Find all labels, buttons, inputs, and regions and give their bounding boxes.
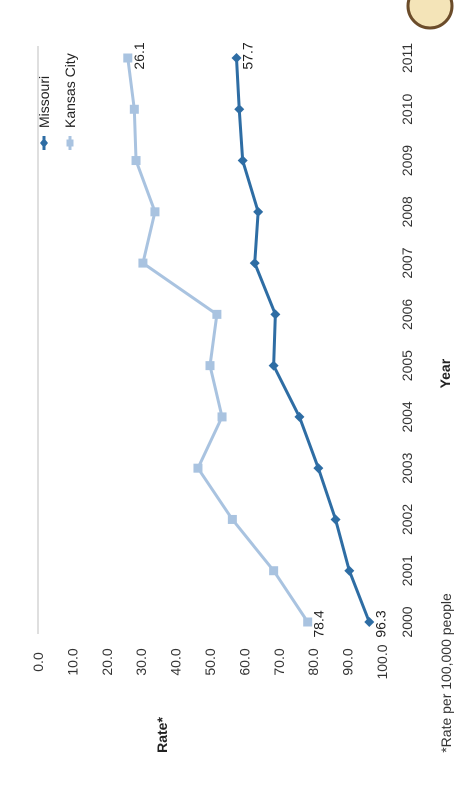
series-0-point-4	[294, 411, 305, 422]
x-tick-label-0: 2000	[399, 606, 415, 637]
x-tick-label-3: 2003	[399, 452, 415, 483]
series-1-point-1	[269, 566, 279, 576]
x-tick-label-8: 2008	[399, 196, 415, 227]
legend-label-1: Kansas City	[62, 53, 78, 128]
y-tick-label-10: 100.0	[374, 644, 390, 679]
series-0-point-3	[313, 463, 324, 474]
data-label-3: 26.1	[131, 42, 147, 69]
series-0-point-10	[234, 104, 245, 115]
legend-marker-0	[40, 138, 48, 148]
y-axis-title: Rate*	[154, 717, 170, 753]
series-0-point-11	[231, 53, 242, 63]
y-tick-label-5: 50.0	[202, 648, 218, 675]
y-tick-label-7: 70.0	[271, 648, 287, 675]
x-axis-title: Year	[437, 358, 453, 388]
series-1-point-8	[150, 207, 160, 217]
series-1-point-2	[227, 514, 237, 524]
x-tick-label-11: 2011	[399, 43, 415, 73]
plot-area	[37, 46, 375, 634]
series-1-point-7	[138, 258, 148, 268]
x-tick-label-2: 2002	[399, 504, 415, 535]
y-tick-label-4: 40.0	[168, 648, 184, 675]
y-tick-label-9: 90.0	[340, 648, 356, 675]
series-line-1	[126, 57, 309, 623]
y-tick-label-8: 80.0	[305, 648, 321, 675]
y-tick-label-3: 30.0	[133, 648, 149, 675]
series-0-point-7	[249, 258, 260, 269]
series-1-point-10	[129, 104, 139, 114]
series-0-point-5	[268, 360, 279, 371]
y-tick-label-6: 60.0	[236, 648, 252, 675]
x-tick-label-1: 2001	[399, 555, 415, 586]
series-0-point-1	[344, 565, 355, 576]
x-tick-label-6: 2006	[399, 299, 415, 330]
x-tick-label-7: 2007	[399, 247, 415, 278]
footnote: *Rate per 100,000 people	[438, 593, 454, 753]
legend-marker-1	[66, 139, 74, 147]
y-tick-label-1: 10.0	[64, 648, 80, 675]
series-1-point-3	[193, 463, 203, 473]
series-0-point-8	[253, 206, 264, 217]
y-tick-label-2: 20.0	[99, 648, 115, 675]
series-1-point-4	[217, 412, 227, 422]
series-line-0	[234, 57, 371, 623]
series-1-point-11	[123, 53, 133, 63]
x-tick-label-5: 2005	[399, 350, 415, 381]
series-1-point-0	[303, 617, 313, 627]
x-tick-label-10: 2010	[399, 93, 415, 124]
series-1-point-9	[131, 156, 141, 166]
x-tick-label-9: 2009	[399, 145, 415, 176]
data-label-0: 96.3	[372, 610, 388, 637]
legend-label-0: Missouri	[36, 76, 52, 128]
series-1-point-6	[212, 309, 222, 319]
series-0-point-9	[237, 155, 248, 166]
series-0-point-6	[270, 309, 281, 320]
series-0-point-2	[330, 514, 341, 525]
series-0-point-0	[364, 617, 375, 627]
data-label-1: 57.7	[239, 42, 255, 69]
x-tick-label-4: 2004	[399, 401, 415, 432]
labels: 0.0 10.0 20.0 30.0 40.0 50.0 60.0 70.0 80.0 90.0 1…	[30, 42, 454, 753]
data-label-2: 78.4	[311, 610, 327, 637]
y-tick-label-0: 0.0	[30, 652, 46, 672]
logo-badge	[406, 0, 454, 30]
series-1-point-5	[205, 361, 215, 371]
